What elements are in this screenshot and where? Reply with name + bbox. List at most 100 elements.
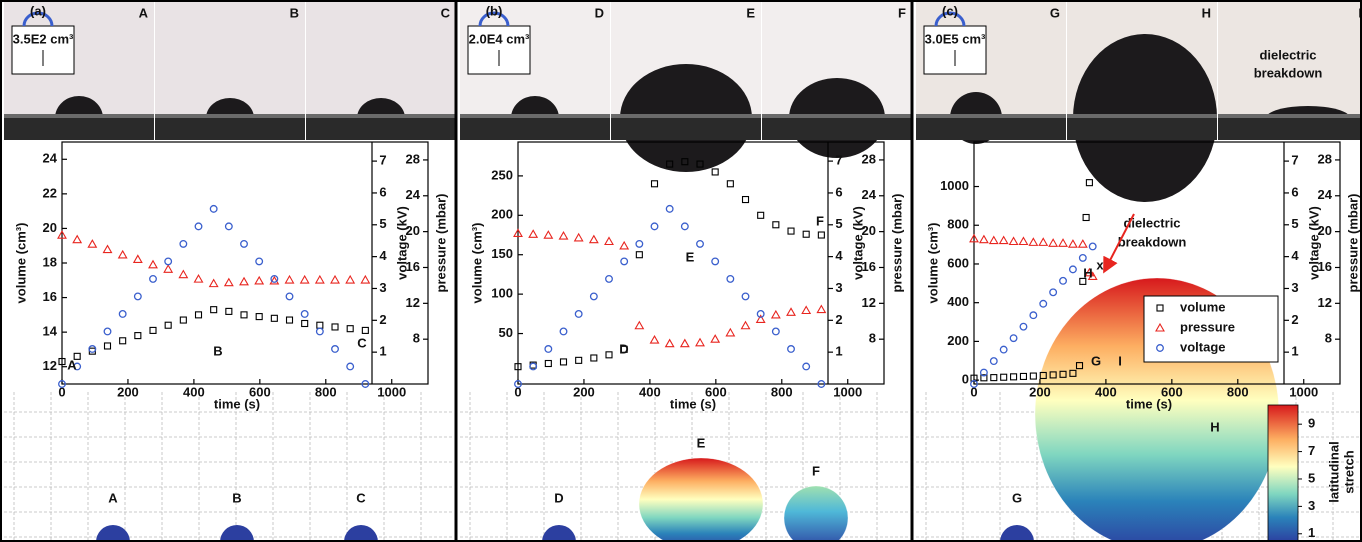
colorbar-tick-label: 1 (1308, 525, 1315, 540)
data-point (1018, 236, 1029, 246)
y3-tick-label: 20 (1318, 223, 1332, 238)
data-point (802, 362, 811, 371)
data-point (817, 380, 826, 388)
data-point (635, 251, 643, 259)
platform-top (306, 114, 456, 118)
y-tick-label: 12 (43, 358, 57, 373)
panel-label: (b) (486, 3, 503, 18)
data-point (87, 239, 98, 248)
photo-label: C (441, 5, 451, 20)
y-tick-label: 100 (491, 286, 513, 301)
data-point (619, 240, 630, 250)
y2-tick-label: 6 (379, 184, 386, 199)
data-point (345, 274, 356, 284)
platform-top (4, 114, 154, 118)
y2-axis-label: voltage (kV) (850, 206, 865, 280)
sim-label: F (812, 463, 820, 478)
data-point (787, 345, 795, 353)
x-tick-label: 200 (1029, 384, 1051, 399)
data-point (346, 325, 354, 333)
x-tick-label: 400 (1095, 384, 1117, 399)
data-point (73, 362, 82, 371)
photo-label: A (139, 5, 149, 20)
y-tick-label: 150 (491, 246, 513, 261)
data-point (209, 204, 218, 213)
data-point (225, 307, 233, 315)
legend-label: voltage (1180, 339, 1226, 354)
data-point (132, 254, 143, 263)
legend-box (1143, 295, 1279, 363)
plot-frame (517, 141, 885, 385)
data-point (148, 259, 158, 269)
data-point (179, 316, 187, 324)
legend-label: volume (1180, 299, 1226, 314)
data-point (786, 307, 796, 316)
data-point (119, 337, 127, 345)
data-point (179, 239, 188, 248)
x-axis-label: time (s) (1126, 396, 1172, 411)
data-point (300, 309, 309, 318)
platform (460, 116, 610, 140)
y3-tick-label: 16 (406, 259, 420, 274)
y3-tick-label: 16 (1318, 259, 1332, 274)
data-point (1078, 253, 1087, 262)
data-point (58, 380, 66, 388)
y-tick-label: 200 (491, 207, 513, 222)
data-point (194, 222, 203, 231)
data-point (529, 362, 538, 371)
x-tick-label: 0 (970, 384, 977, 399)
data-point (1077, 239, 1088, 248)
data-point (543, 230, 554, 239)
data-point (1039, 299, 1048, 308)
data-point (969, 233, 979, 243)
y3-tick-label: 8 (413, 331, 420, 346)
data-point (588, 234, 599, 244)
sim-label: B (232, 490, 241, 505)
data-point (620, 257, 629, 266)
data-point (989, 357, 998, 366)
data-point (1068, 265, 1077, 274)
data-point (990, 374, 998, 382)
data-point (1049, 288, 1058, 297)
data-point (1087, 271, 1098, 280)
data-point (816, 304, 827, 314)
colorbar-tick-label: 3 (1308, 498, 1315, 513)
photo-note: breakdown (1254, 65, 1323, 80)
data-point (726, 274, 735, 283)
data-point (360, 274, 371, 284)
data-point (650, 222, 659, 231)
sim-label: H (1210, 419, 1219, 434)
platform-top (1067, 114, 1217, 118)
y2-tick-label: 3 (379, 280, 386, 295)
inset-schematic (478, 11, 510, 27)
y-axis-label: volume (cm³) (13, 223, 28, 304)
data-point (164, 321, 172, 329)
sim-shape (638, 457, 764, 542)
platform (1067, 116, 1217, 140)
y-tick-label: 24 (43, 151, 58, 166)
sim-shape (344, 525, 378, 542)
platform (762, 116, 912, 140)
data-point (224, 222, 233, 231)
data-point (970, 380, 978, 388)
x-tick-label: 1000 (1289, 384, 1318, 399)
data-point (650, 180, 659, 188)
x-tick-label: 1000 (377, 384, 406, 399)
data-point (103, 342, 112, 350)
data-point (665, 204, 674, 213)
data-point (998, 235, 1009, 245)
data-point (315, 327, 324, 336)
data-point (1010, 373, 1018, 381)
photo-note: dielectric (1259, 47, 1316, 62)
x-tick-label: 200 (573, 384, 595, 399)
annotation: F (816, 213, 824, 228)
data-point (316, 321, 324, 329)
data-point (299, 274, 310, 284)
platform-top (916, 114, 1066, 118)
data-point (72, 234, 83, 244)
data-point (575, 356, 583, 364)
data-point (514, 380, 522, 388)
y3-tick-label: 12 (406, 295, 420, 310)
data-point (134, 332, 142, 340)
data-point (330, 274, 340, 284)
